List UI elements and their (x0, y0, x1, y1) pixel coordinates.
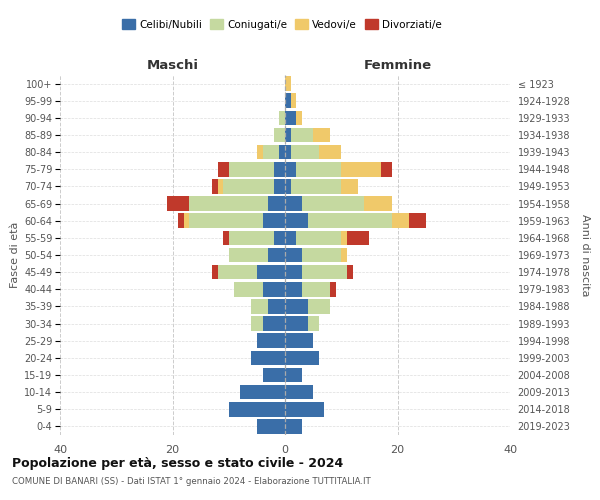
Bar (212, 179, 218, 194)
Bar (257, 334, 285, 348)
Bar (274, 230, 285, 245)
Bar (285, 265, 302, 280)
Bar (313, 128, 330, 142)
Bar (308, 214, 392, 228)
Bar (167, 196, 190, 211)
Bar (341, 248, 347, 262)
Text: Maschi: Maschi (146, 58, 199, 71)
Bar (280, 145, 285, 160)
Bar (184, 214, 190, 228)
Bar (341, 162, 380, 176)
Bar (263, 282, 285, 296)
Bar (285, 248, 302, 262)
Bar (257, 145, 263, 160)
Bar (274, 128, 285, 142)
Bar (296, 162, 341, 176)
Bar (302, 282, 330, 296)
Bar (257, 419, 285, 434)
Bar (218, 179, 223, 194)
Bar (285, 179, 290, 194)
Bar (285, 334, 313, 348)
Bar (285, 316, 308, 331)
Bar (229, 402, 285, 416)
Bar (223, 230, 229, 245)
Bar (285, 162, 296, 176)
Bar (347, 265, 353, 280)
Bar (218, 162, 229, 176)
Bar (308, 299, 330, 314)
Bar (285, 76, 290, 91)
Bar (263, 368, 285, 382)
Bar (251, 299, 268, 314)
Bar (263, 145, 280, 160)
Bar (290, 94, 296, 108)
Bar (380, 162, 392, 176)
Bar (223, 179, 274, 194)
Bar (285, 145, 290, 160)
Bar (290, 128, 313, 142)
Bar (296, 230, 341, 245)
Bar (285, 299, 308, 314)
Bar (285, 282, 302, 296)
Bar (290, 145, 319, 160)
Bar (308, 316, 319, 331)
Bar (268, 196, 285, 211)
Bar (251, 316, 263, 331)
Bar (229, 230, 274, 245)
Text: COMUNE DI BANARI (SS) - Dati ISTAT 1° gennaio 2024 - Elaborazione TUTTITALIA.IT: COMUNE DI BANARI (SS) - Dati ISTAT 1° ge… (12, 478, 371, 486)
Bar (341, 230, 347, 245)
Bar (392, 214, 409, 228)
Bar (257, 265, 285, 280)
Bar (285, 368, 302, 382)
Bar (218, 265, 257, 280)
Bar (285, 230, 296, 245)
Bar (274, 162, 285, 176)
Bar (190, 214, 263, 228)
Bar (285, 214, 308, 228)
Bar (212, 265, 218, 280)
Bar (364, 196, 392, 211)
Bar (274, 179, 285, 194)
Text: Popolazione per età, sesso e stato civile - 2024: Popolazione per età, sesso e stato civil… (12, 458, 343, 470)
Bar (319, 145, 341, 160)
Bar (268, 299, 285, 314)
Bar (290, 179, 341, 194)
Bar (229, 248, 268, 262)
Bar (296, 110, 302, 125)
Bar (302, 196, 364, 211)
Bar (285, 196, 302, 211)
Bar (285, 385, 313, 400)
Bar (347, 230, 370, 245)
Bar (263, 214, 285, 228)
Bar (302, 265, 347, 280)
Bar (178, 214, 184, 228)
Bar (285, 419, 302, 434)
Bar (409, 214, 425, 228)
Bar (235, 282, 263, 296)
Bar (285, 402, 325, 416)
Bar (330, 282, 335, 296)
Bar (285, 110, 296, 125)
Text: Femmine: Femmine (364, 58, 431, 71)
Bar (285, 350, 319, 365)
Bar (229, 162, 274, 176)
Bar (240, 385, 285, 400)
Bar (341, 179, 358, 194)
Legend: Celibi/Nubili, Coniugati/e, Vedovi/e, Divorziati/e: Celibi/Nubili, Coniugati/e, Vedovi/e, Di… (118, 15, 446, 34)
Bar (263, 316, 285, 331)
Bar (268, 248, 285, 262)
Bar (285, 94, 290, 108)
Bar (190, 196, 268, 211)
Bar (280, 110, 285, 125)
Y-axis label: Fasce di età: Fasce di età (10, 222, 20, 288)
Y-axis label: Anni di nascita: Anni di nascita (580, 214, 590, 296)
Bar (302, 248, 341, 262)
Bar (251, 350, 285, 365)
Bar (285, 128, 290, 142)
